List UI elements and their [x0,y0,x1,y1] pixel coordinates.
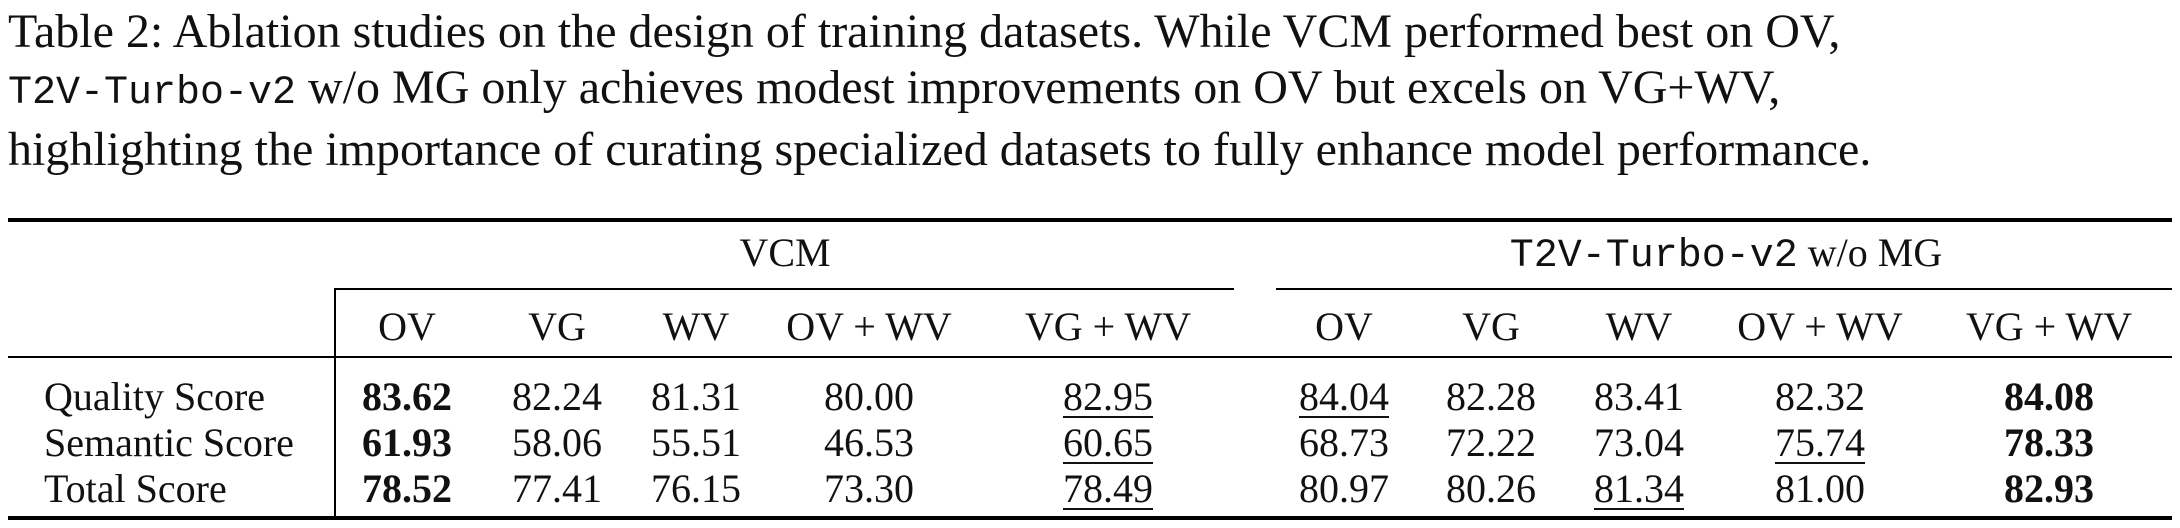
table-cell: 81.31 [651,374,741,419]
caption-line-2: T2V-Turbo-v2 w/o MG only achieves modest… [8,60,2172,122]
table-cell: 83.41 [1594,374,1684,419]
table-top-rule [8,218,2172,222]
table-cell: 82.32 [1775,374,1865,419]
row-label: Total Score [44,466,227,511]
table-cell: 73.30 [824,466,914,511]
table-cell: 82.28 [1446,374,1536,419]
table-cell: 80.26 [1446,466,1536,511]
table-cell: 82.95 [1063,374,1153,419]
table-caption: Table 2: Ablation studies on the design … [8,4,2172,178]
table-cell: 46.53 [824,420,914,465]
table-cell: 76.15 [651,466,741,511]
row-label-separator [334,290,336,520]
table-cell: 72.22 [1446,420,1536,465]
row-label: Semantic Score [44,420,294,465]
column-header: VG + WV [1024,304,1192,349]
column-header: VG + WV [1965,304,2133,349]
table-cell: 58.06 [512,420,602,465]
group-header-model-name: T2V-Turbo-v2 [1509,234,1798,279]
row-label: Quality Score [44,374,266,419]
table-cell: 84.04 [1299,374,1389,419]
table-cell: 55.51 [651,420,741,465]
table-cell: 78.49 [1063,466,1153,511]
table-cell: 73.04 [1594,420,1684,465]
table-cell: 78.33 [2004,420,2094,465]
table-cell: 78.52 [362,466,452,511]
column-header: OV + WV [1737,304,1903,349]
t2v-group-rule [1276,288,2172,290]
column-header: WV [662,304,730,349]
column-header: OV [1315,304,1373,349]
column-header: OV [378,304,436,349]
column-header: VG [528,304,586,349]
column-header: VG [1462,304,1520,349]
table-cell: 77.41 [512,466,602,511]
group-header-vcm: VCM [739,230,831,275]
caption-line-2-text: w/o MG only achieves modest improvements… [296,61,1781,114]
group-header-suffix: w/o MG [1797,230,1943,275]
group-header-t2v-turbo: T2V-Turbo-v2 w/o MG [1510,230,1943,280]
table-cell: 60.65 [1063,420,1153,465]
column-header: OV + WV [786,304,952,349]
table-cell: 80.97 [1299,466,1389,511]
table-cell: 81.34 [1594,466,1684,511]
table-cell: 84.08 [2004,374,2094,419]
table-cell: 68.73 [1299,420,1389,465]
ablation-table: VCM T2V-Turbo-v2 w/o MG OV VG WV OV + WV VG … [8,218,2172,524]
table-cell: 83.62 [362,374,452,419]
table-cell: 82.93 [2004,466,2094,511]
table-bottom-rule [8,516,2172,520]
column-header: WV [1605,304,1673,349]
caption-line-3: highlighting the importance of curating … [8,123,1872,176]
caption-model-name: T2V-Turbo-v2 [8,71,297,116]
table-cell: 75.74 [1775,420,1865,465]
table-cell: 61.93 [362,420,452,465]
table-cell: 81.00 [1775,466,1865,511]
caption-line-1: Table 2: Ablation studies on the design … [8,5,1841,58]
vcm-group-rule [334,288,1234,290]
table-cell: 80.00 [824,374,914,419]
table-header-rule [8,356,2172,358]
table-cell: 82.24 [512,374,602,419]
